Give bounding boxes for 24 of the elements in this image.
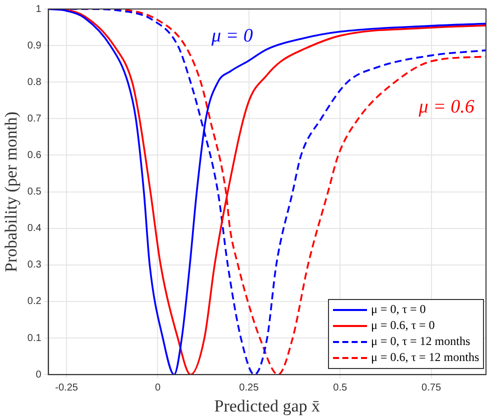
legend-label: μ = 0, τ = 0 bbox=[371, 302, 426, 318]
y-tick-label: 0 bbox=[36, 369, 42, 380]
legend-label: μ = 0, τ = 12 months bbox=[371, 334, 470, 350]
x-tick-label: 0.5 bbox=[333, 382, 348, 394]
x-tick-label: 0.25 bbox=[239, 382, 260, 394]
legend-label: μ = 0.6, τ = 12 months bbox=[371, 350, 480, 366]
y-tick-label: 0.2 bbox=[27, 296, 42, 308]
y-tick-label: 0.4 bbox=[27, 223, 42, 234]
y-tick-label: 0.3 bbox=[27, 260, 42, 271]
annotation: μ = 0 bbox=[210, 25, 254, 46]
y-tick-label: 0.1 bbox=[27, 332, 42, 344]
x-tick-label: -0.25 bbox=[55, 382, 78, 394]
x-tick-label: 0.75 bbox=[422, 382, 442, 394]
y-tick-label: 0.7 bbox=[27, 113, 42, 124]
y-tick-label: 0.6 bbox=[27, 150, 42, 161]
y-tick-label: 0.9 bbox=[27, 40, 42, 52]
x-axis-title: Predicted gap x̄ bbox=[214, 396, 321, 416]
y-tick-label: 1 bbox=[36, 4, 42, 15]
x-tick-label: 0 bbox=[154, 382, 161, 394]
legend-label: μ = 0.6, τ = 0 bbox=[371, 318, 435, 334]
y-axis-title: Probability (per month) bbox=[2, 112, 21, 272]
annotation: μ = 0.6 bbox=[418, 96, 475, 118]
y-tick-label: 0.8 bbox=[27, 76, 42, 88]
y-tick-label: 0.5 bbox=[27, 186, 42, 198]
